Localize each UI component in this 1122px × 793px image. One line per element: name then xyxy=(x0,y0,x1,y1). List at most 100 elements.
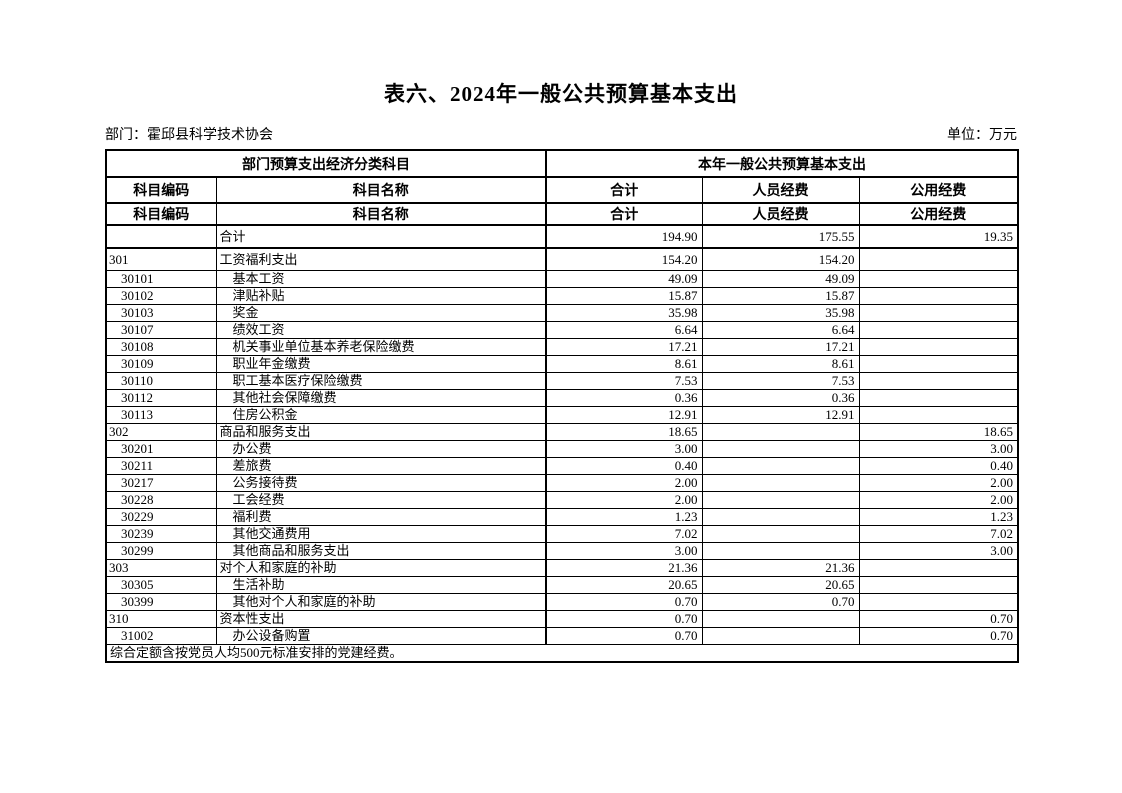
cell-personnel: 0.36 xyxy=(701,389,860,407)
cell-code: 30299 xyxy=(105,542,217,560)
cell-public: 2.00 xyxy=(858,491,1019,509)
cell-personnel xyxy=(701,423,860,441)
cell-public xyxy=(858,338,1019,356)
cell-public xyxy=(858,593,1019,611)
cell-code: 30201 xyxy=(105,440,217,458)
cell-total: 194.90 xyxy=(545,224,703,249)
table-row: 30239 其他交通费用 7.02 7.02 xyxy=(105,525,1019,543)
table-row: 30102 津贴补贴 15.87 15.87 xyxy=(105,287,1019,305)
cell-personnel xyxy=(701,440,860,458)
cell-public xyxy=(858,576,1019,594)
cell-code: 30101 xyxy=(105,270,217,288)
cell-total: 7.53 xyxy=(545,372,703,390)
cell-code: 30109 xyxy=(105,355,217,373)
cell-total: 17.21 xyxy=(545,338,703,356)
cell-name: 资本性支出 xyxy=(215,610,547,628)
column-header-code: 科目编码 xyxy=(105,176,217,204)
table-row: 301 工资福利支出 154.20 154.20 xyxy=(105,247,1019,271)
cell-total: 49.09 xyxy=(545,270,703,288)
table-row: 合计 194.90 175.55 19.35 xyxy=(105,224,1019,249)
cell-public: 18.65 xyxy=(858,423,1019,441)
table-row: 30109 职业年金缴费 8.61 8.61 xyxy=(105,355,1019,373)
cell-public: 0.70 xyxy=(858,610,1019,628)
cell-code: 303 xyxy=(105,559,217,577)
table-row: 31002 办公设备购置 0.70 0.70 xyxy=(105,627,1019,645)
table-row: 30305 生活补助 20.65 20.65 xyxy=(105,576,1019,594)
cell-public xyxy=(858,270,1019,288)
cell-public: 7.02 xyxy=(858,525,1019,543)
cell-code: 302 xyxy=(105,423,217,441)
cell-personnel: 7.53 xyxy=(701,372,860,390)
cell-name: 职业年金缴费 xyxy=(215,355,547,373)
cell-total: 1.23 xyxy=(545,508,703,526)
column-header-code: 科目编码 xyxy=(105,202,217,226)
column-header-total: 合计 xyxy=(545,176,703,204)
header-columns-row: 科目编码 科目名称 合计 人员经费 公用经费 xyxy=(105,176,1019,204)
cell-personnel xyxy=(701,508,860,526)
column-header-personnel: 人员经费 xyxy=(701,202,860,226)
table-header: 部门预算支出经济分类科目 本年一般公共预算基本支出 科目编码 科目名称 合计 人… xyxy=(105,149,1019,226)
cell-code: 30211 xyxy=(105,457,217,475)
unit-label: 单位：万元 xyxy=(947,128,1017,143)
table-row: 30107 绩效工资 6.64 6.64 xyxy=(105,321,1019,339)
cell-total: 154.20 xyxy=(545,247,703,271)
cell-total: 0.36 xyxy=(545,389,703,407)
cell-public: 0.70 xyxy=(858,627,1019,645)
cell-code: 30112 xyxy=(105,389,217,407)
cell-code: 30217 xyxy=(105,474,217,492)
table-row: 30201 办公费 3.00 3.00 xyxy=(105,440,1019,458)
cell-total: 15.87 xyxy=(545,287,703,305)
column-header-public: 公用经费 xyxy=(858,176,1019,204)
cell-total: 0.70 xyxy=(545,627,703,645)
cell-code: 30229 xyxy=(105,508,217,526)
cell-name: 商品和服务支出 xyxy=(215,423,547,441)
cell-code: 30107 xyxy=(105,321,217,339)
table-footnote: 综合定额含按党员人均500元标准安排的党建经费。 xyxy=(105,644,1019,663)
cell-personnel: 154.20 xyxy=(701,247,860,271)
column-header-total: 合计 xyxy=(545,202,703,226)
cell-total: 7.02 xyxy=(545,525,703,543)
table-row: 30211 差旅费 0.40 0.40 xyxy=(105,457,1019,475)
table-row: 30110 职工基本医疗保险缴费 7.53 7.53 xyxy=(105,372,1019,390)
table-row: 30299 其他商品和服务支出 3.00 3.00 xyxy=(105,542,1019,560)
cell-public: 0.40 xyxy=(858,457,1019,475)
cell-name: 津贴补贴 xyxy=(215,287,547,305)
cell-name: 办公费 xyxy=(215,440,547,458)
cell-total: 0.40 xyxy=(545,457,703,475)
cell-public xyxy=(858,304,1019,322)
cell-code: 30108 xyxy=(105,338,217,356)
column-header-name: 科目名称 xyxy=(215,176,547,204)
cell-name: 其他对个人和家庭的补助 xyxy=(215,593,547,611)
budget-table: 部门预算支出经济分类科目 本年一般公共预算基本支出 科目编码 科目名称 合计 人… xyxy=(105,149,1020,663)
header-group-right: 本年一般公共预算基本支出 xyxy=(544,149,1019,178)
column-header-public: 公用经费 xyxy=(858,202,1019,226)
column-header-personnel: 人员经费 xyxy=(701,176,860,204)
cell-personnel: 12.91 xyxy=(701,406,860,424)
cell-public xyxy=(858,321,1019,339)
cell-personnel xyxy=(701,610,860,628)
cell-total: 21.36 xyxy=(545,559,703,577)
cell-total: 3.00 xyxy=(545,440,703,458)
cell-public: 3.00 xyxy=(858,542,1019,560)
cell-code: 30103 xyxy=(105,304,217,322)
cell-name: 公务接待费 xyxy=(215,474,547,492)
cell-code: 30228 xyxy=(105,491,217,509)
cell-name: 差旅费 xyxy=(215,457,547,475)
table-row: 30103 奖金 35.98 35.98 xyxy=(105,304,1019,322)
table-row: 30229 福利费 1.23 1.23 xyxy=(105,508,1019,526)
cell-name: 办公设备购置 xyxy=(215,627,547,645)
cell-public xyxy=(858,389,1019,407)
table-row: 310 资本性支出 0.70 0.70 xyxy=(105,610,1019,628)
cell-total: 2.00 xyxy=(545,491,703,509)
document-content: 表六、2024年一般公共预算基本支出 部门：霍邱县科学技术协会 单位：万元 部门… xyxy=(105,78,1020,663)
header-columns-row-repeat: 科目编码 科目名称 合计 人员经费 公用经费 xyxy=(105,202,1019,226)
cell-name: 合计 xyxy=(215,224,547,249)
page-title: 表六、2024年一般公共预算基本支出 xyxy=(384,82,738,106)
cell-name: 住房公积金 xyxy=(215,406,547,424)
cell-total: 20.65 xyxy=(545,576,703,594)
cell-total: 6.64 xyxy=(545,321,703,339)
table-row: 30228 工会经费 2.00 2.00 xyxy=(105,491,1019,509)
cell-name: 工资福利支出 xyxy=(215,247,547,271)
cell-total: 35.98 xyxy=(545,304,703,322)
